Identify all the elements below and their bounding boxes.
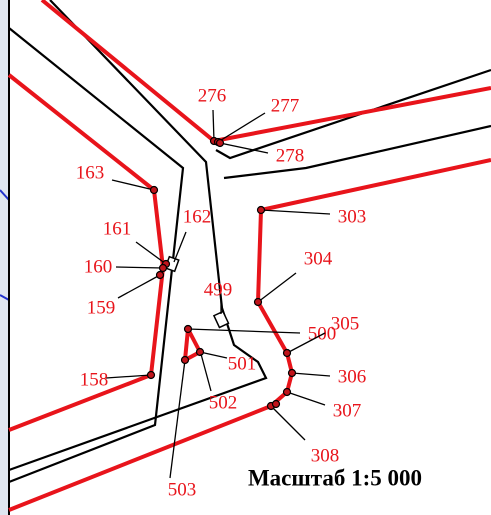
- point-label: 503: [168, 479, 197, 500]
- point-label: 276: [198, 85, 227, 106]
- blue-edge: [0, 189, 10, 301]
- leader-line: [219, 142, 269, 154]
- point: [282, 348, 292, 358]
- point-label: 158: [80, 369, 109, 390]
- leader-line: [199, 351, 228, 359]
- leader-line: [115, 266, 164, 269]
- leader-line: [117, 274, 161, 299]
- point-label: 278: [276, 145, 305, 166]
- point-label: 502: [209, 392, 238, 413]
- leader-line: [200, 353, 212, 392]
- point: [282, 387, 292, 397]
- leader-line: [135, 241, 167, 265]
- point: [180, 355, 190, 365]
- point: [287, 368, 297, 378]
- leader-line: [212, 109, 215, 142]
- leader-line: [270, 405, 306, 441]
- leader-line: [173, 231, 187, 263]
- point-label: 306: [338, 366, 367, 387]
- point-label: 160: [84, 256, 113, 277]
- leader-line: [187, 328, 301, 334]
- point: [253, 297, 263, 307]
- point-label: 304: [304, 248, 333, 269]
- point: [256, 205, 266, 215]
- point: [183, 324, 193, 334]
- leader-line: [105, 374, 152, 379]
- point: [215, 138, 225, 148]
- leader-line: [217, 112, 266, 143]
- leader-line: [111, 179, 155, 191]
- point-label: 305: [331, 313, 360, 334]
- point: [271, 399, 281, 409]
- point-label: 499: [204, 279, 233, 300]
- leader-line: [169, 359, 186, 479]
- point-label: 307: [333, 400, 362, 421]
- leader-line: [291, 372, 331, 377]
- point-label: 501: [228, 353, 257, 374]
- left-strip: [0, 0, 9, 515]
- point: [155, 270, 165, 280]
- point: [195, 347, 205, 357]
- point: [146, 370, 156, 380]
- point: [158, 263, 168, 273]
- point-label: 161: [103, 218, 132, 239]
- scale-label: Масштаб 1:5 000: [248, 465, 422, 490]
- point-label: 277: [271, 95, 300, 116]
- marker-square: [212, 310, 230, 329]
- point-label: 303: [338, 206, 367, 227]
- leader-line: [257, 272, 297, 303]
- leader-line: [260, 209, 331, 215]
- point-label: 163: [76, 162, 105, 183]
- point-label: 159: [87, 297, 116, 318]
- leader-line: [286, 391, 326, 406]
- point-label: 162: [183, 206, 212, 227]
- leader-line: [286, 332, 326, 354]
- black-lines: [8, 0, 491, 484]
- point-label: 308: [311, 445, 340, 466]
- point: [149, 185, 159, 195]
